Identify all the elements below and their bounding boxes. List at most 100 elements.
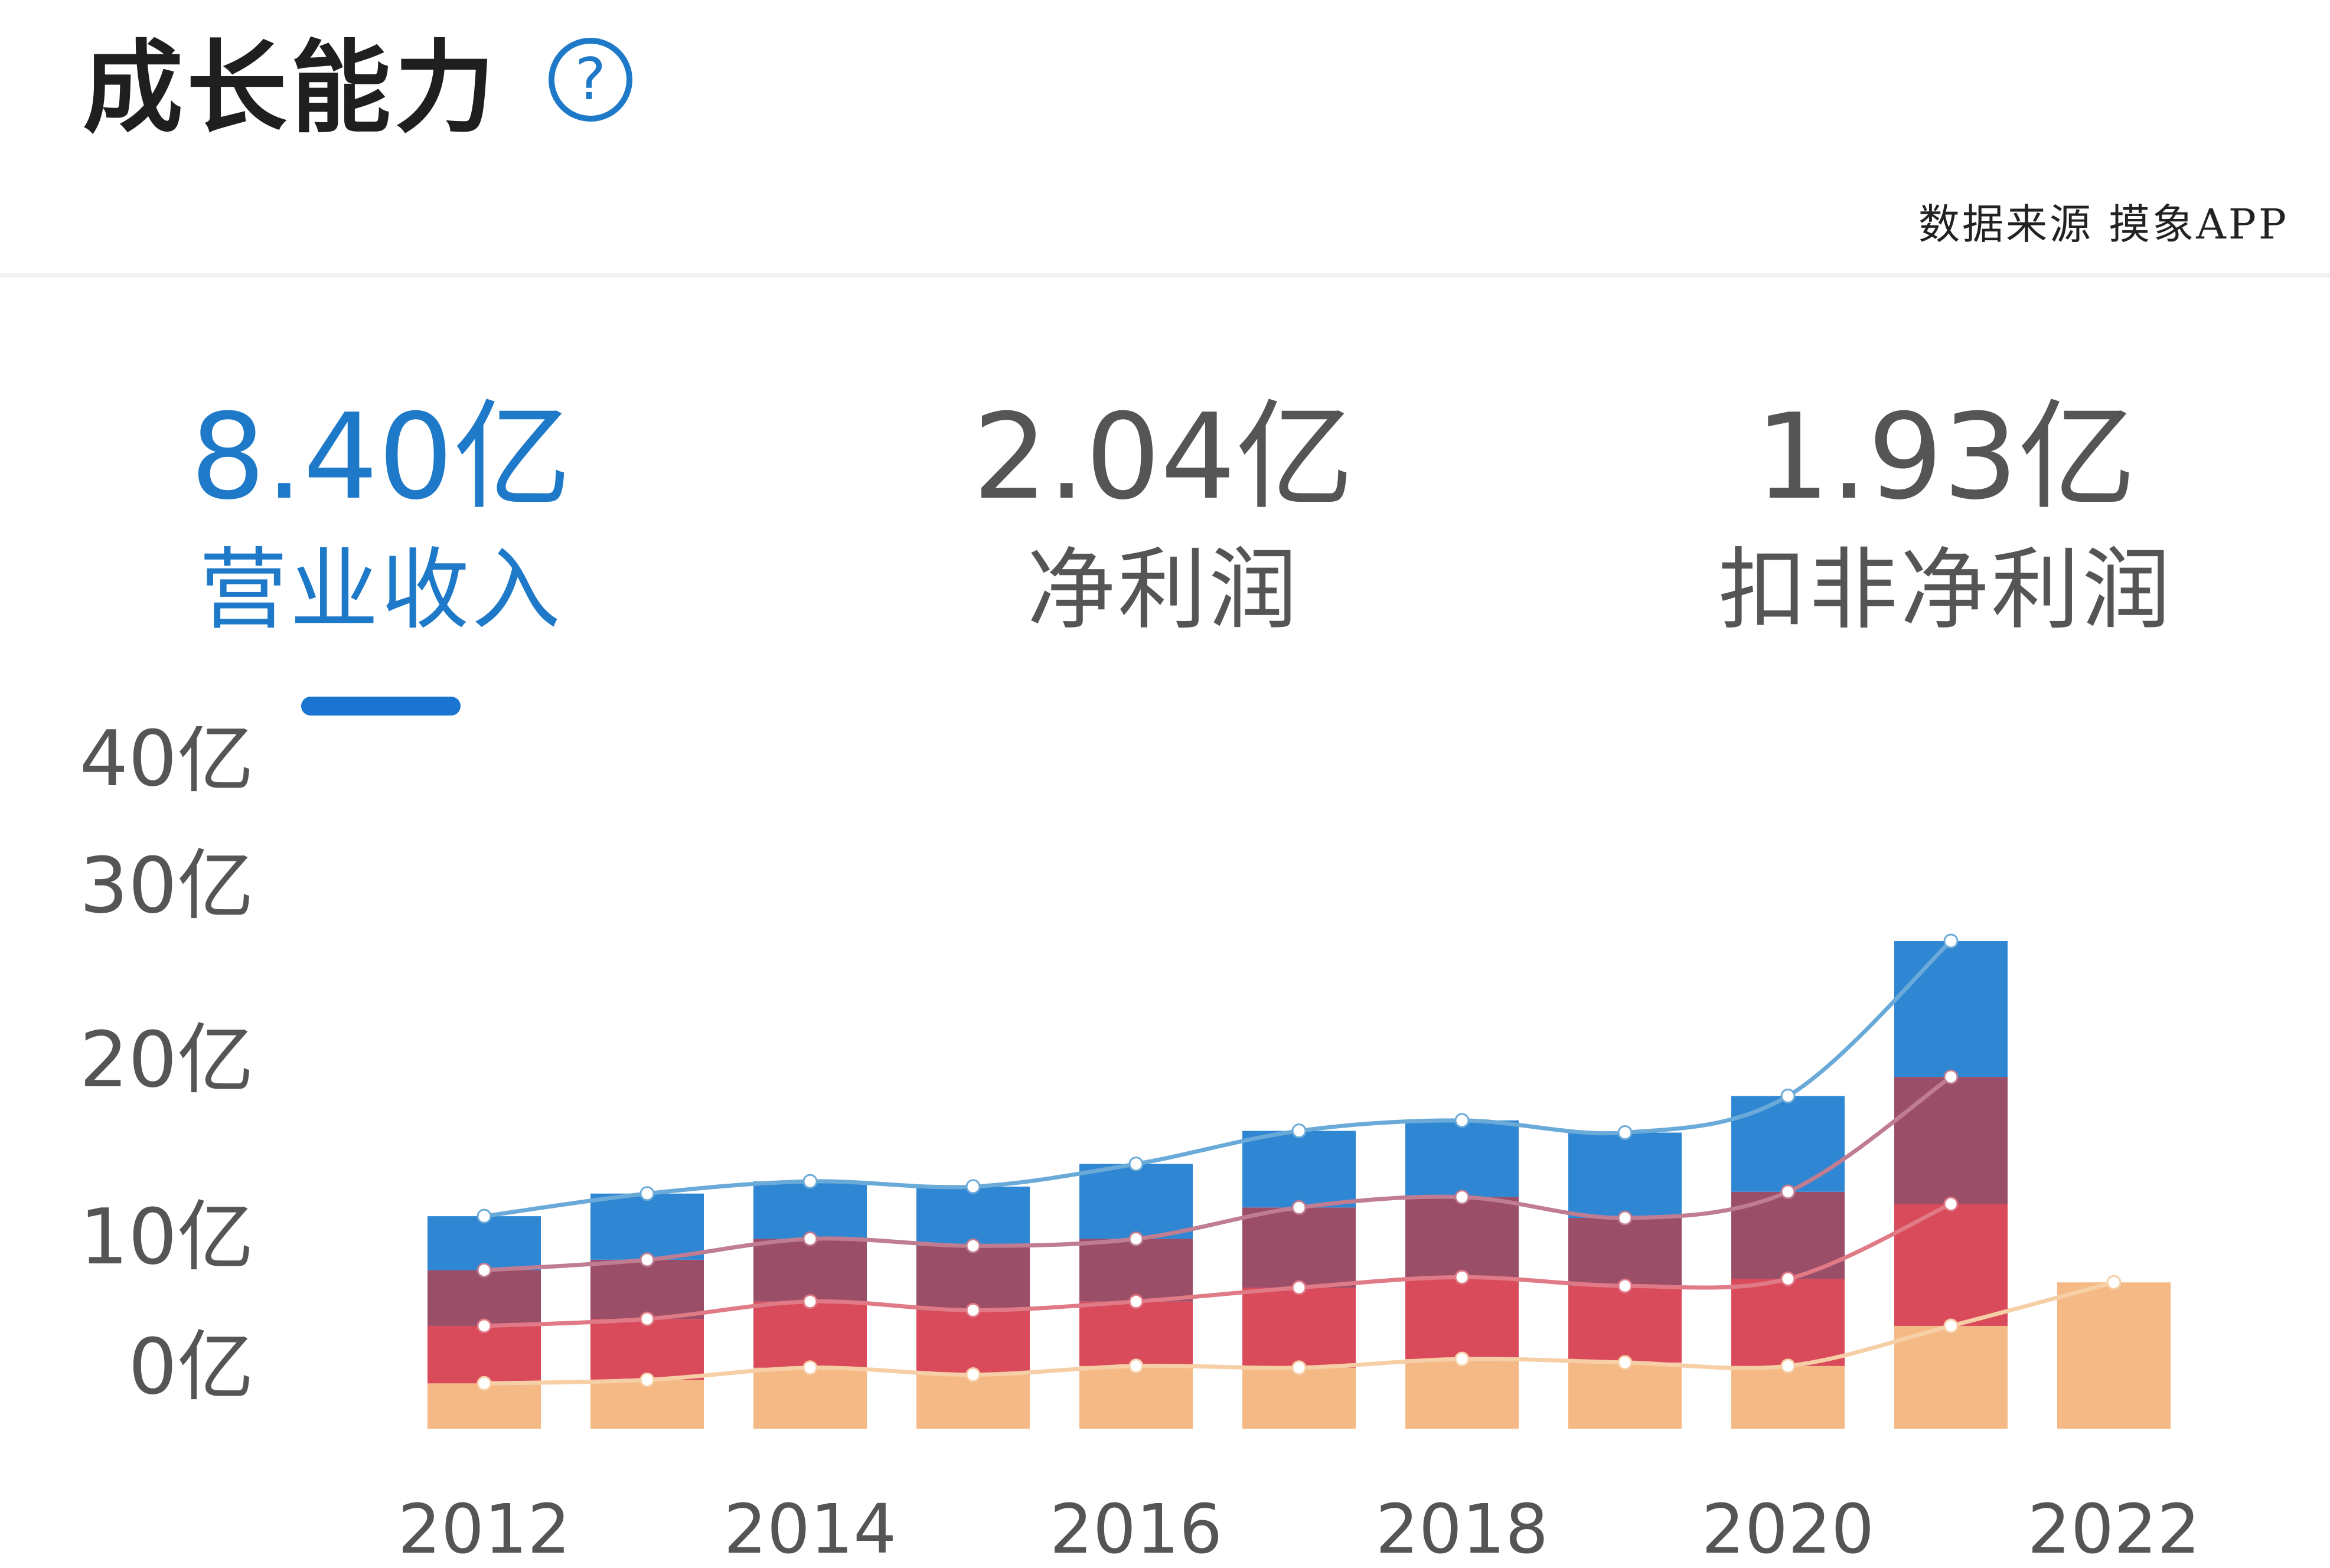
bar-blue-2020 [1731,1096,1845,1192]
deducted-net-profit-label: 扣非净利润 [1718,539,2173,642]
bar-orange-2022 [2057,1282,2171,1429]
data-point-blue [1943,933,1959,949]
bar-purple-2018 [1405,1197,1519,1278]
bar-blue-2021 [1894,941,2008,1077]
bar-purple-2021 [1894,1077,2008,1204]
data-point-red [477,1318,492,1334]
bar-orange-2016 [1079,1366,1193,1429]
data-point-purple [965,1238,981,1253]
bar-orange-2017 [1242,1367,1356,1429]
bar-orange-2015 [916,1374,1030,1429]
bar-orange-2014 [753,1367,867,1429]
data-point-red [1454,1269,1470,1285]
bar-orange-2019 [1568,1362,1682,1429]
trend-line-blue [482,939,1953,1219]
y-tick-label: 0亿 [128,1322,254,1412]
bar-red-2012 [428,1325,541,1384]
bar-orange-2018 [1405,1359,1519,1429]
data-point-blue [965,1179,981,1194]
x-tick-label: 2020 [1702,1490,1875,1568]
header-divider [0,273,2330,277]
bar-blue-2017 [1242,1131,1356,1208]
bar-purple-2014 [753,1239,867,1302]
bar-orange-2012 [428,1383,541,1429]
data-point-red [965,1302,981,1318]
data-point-red [802,1294,818,1309]
tab-deducted-net-profit[interactable]: 1.93亿 扣非净利润 [1680,390,2211,649]
data-point-orange [1291,1360,1307,1376]
data-point-purple [1291,1200,1307,1215]
data-point-orange [1454,1351,1470,1367]
revenue-label: 营业收入 [198,539,563,642]
data-point-blue [1617,1125,1633,1140]
y-tick-label: 10亿 [80,1192,254,1282]
bar-blue-2015 [916,1186,1030,1246]
help-icon[interactable]: ? [546,35,635,124]
bar-purple-2013 [590,1259,704,1319]
net-profit-value: 2.04亿 [973,388,1354,526]
trend-line-purple [482,1074,1953,1273]
data-point-blue [802,1174,818,1189]
y-tick-label: 20亿 [80,1015,254,1105]
revenue-value: 8.40亿 [190,388,572,526]
data-point-blue [1128,1157,1144,1172]
data-point-orange [2106,1275,2122,1290]
data-point-red [1780,1271,1796,1286]
deducted-net-profit-value: 1.93亿 [1755,388,2136,526]
svg-text:?: ? [575,46,606,113]
data-point-purple [1943,1069,1959,1084]
x-tick-label: 2018 [1376,1490,1549,1568]
tab-revenue[interactable]: 8.40亿 营业收入 [115,390,647,649]
bar-blue-2016 [1079,1164,1193,1239]
data-point-orange [965,1367,981,1383]
data-point-purple [1128,1231,1144,1246]
active-tab-indicator [301,697,461,716]
data-point-blue [1780,1089,1796,1104]
data-point-blue [477,1208,492,1224]
data-point-red [639,1311,655,1327]
page-title: 成长能力 [83,30,499,147]
bar-red-2017 [1242,1288,1356,1368]
data-point-purple [1780,1184,1796,1200]
data-point-blue [639,1186,655,1201]
bar-red-2018 [1405,1277,1519,1359]
bar-purple-2015 [916,1246,1030,1311]
bar-red-2015 [916,1310,1030,1375]
data-source-label: 数据来源 摸象APP [1918,200,2289,249]
bar-orange-2013 [590,1380,704,1429]
bar-purple-2016 [1079,1239,1193,1302]
data-point-purple [1617,1210,1633,1226]
y-tick-label: 40亿 [80,726,254,803]
bar-red-2016 [1079,1301,1193,1366]
x-tick-label: 2012 [398,1490,571,1568]
x-tick-label: 2016 [1050,1490,1223,1568]
data-point-orange [1128,1358,1144,1374]
data-point-red [1128,1294,1144,1309]
tab-net-profit[interactable]: 2.04亿 净利润 [898,390,1429,649]
data-point-blue [1454,1113,1470,1128]
data-point-purple [639,1252,655,1268]
bar-red-2020 [1731,1279,1845,1366]
data-point-red [1617,1278,1633,1293]
bar-red-2013 [590,1319,704,1380]
bar-orange-2021 [1894,1325,2008,1429]
trend-line-red [482,1201,1953,1328]
growth-stacked-bar-chart: 0亿 10亿 20亿 30亿 40亿 2012 2014 2016 2018 2020 2022 [80,726,2201,1568]
data-point-orange [639,1372,655,1387]
data-point-red [1943,1196,1959,1211]
data-point-orange [802,1360,818,1376]
data-point-purple [477,1263,492,1278]
x-tick-label: 2014 [724,1490,897,1568]
data-point-orange [1617,1355,1633,1370]
data-point-orange [1780,1358,1796,1374]
bar-purple-2012 [428,1270,541,1326]
data-point-orange [1943,1318,1959,1334]
bar-blue-2018 [1405,1120,1519,1197]
bar-red-2014 [753,1301,867,1368]
bar-purple-2017 [1242,1207,1356,1288]
bar-orange-2020 [1731,1366,1845,1429]
net-profit-label: 净利润 [1026,539,1300,642]
bar-purple-2019 [1568,1218,1682,1286]
y-tick-label: 30亿 [80,841,254,930]
data-point-purple [1454,1190,1470,1205]
